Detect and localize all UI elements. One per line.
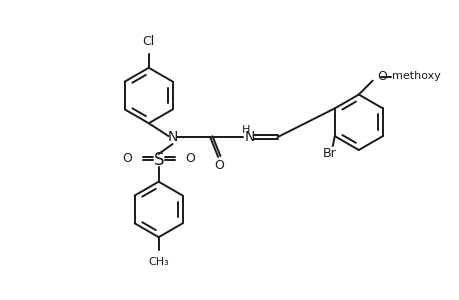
- Text: O: O: [185, 152, 195, 165]
- Text: S: S: [153, 151, 163, 169]
- Text: N: N: [167, 130, 177, 144]
- Text: Br: Br: [322, 148, 336, 160]
- Text: Cl: Cl: [142, 35, 155, 48]
- Text: CH₃: CH₃: [148, 257, 168, 267]
- Text: O: O: [214, 159, 224, 172]
- Text: methoxy: methoxy: [392, 71, 440, 81]
- Text: N: N: [244, 130, 254, 144]
- Text: O: O: [377, 70, 386, 83]
- Text: H: H: [241, 125, 250, 135]
- Text: O: O: [122, 152, 132, 165]
